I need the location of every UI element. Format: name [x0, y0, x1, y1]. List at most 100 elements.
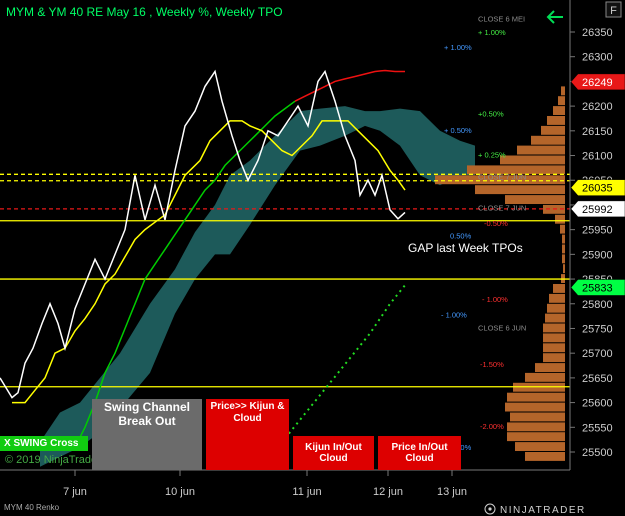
- weekly-level-label: - 1.00%: [441, 311, 467, 320]
- y-tick-label: 25700: [582, 348, 613, 360]
- y-tick-label: 25550: [582, 422, 613, 434]
- y-tick-label: 26300: [582, 52, 613, 64]
- tpo-bar: [563, 264, 565, 274]
- tpo-bar: [541, 125, 565, 135]
- back-arrow-icon[interactable]: [546, 10, 563, 24]
- tpo-bar: [507, 422, 565, 432]
- series-lines: [0, 69, 407, 458]
- f-button[interactable]: F: [605, 1, 622, 18]
- tpo-bar: [510, 412, 565, 422]
- tpo-bar: [517, 145, 565, 155]
- x-axis-ticks: 7 jun 10 jun 11 jun 12 jun 13 jun: [63, 470, 467, 498]
- tpo-bar: [549, 293, 565, 303]
- price-kijun-button[interactable]: Price>> Kijun & Cloud: [206, 399, 289, 470]
- y-tick-label: 25500: [582, 447, 613, 459]
- price-tag-label: 26035: [582, 183, 613, 195]
- tpo-bar: [543, 343, 565, 353]
- weekly-level-label: -2.00%: [480, 422, 504, 431]
- gap-annotation: GAP last Week TPOs: [408, 241, 523, 255]
- tpo-bar: [535, 363, 565, 372]
- tpo-bar: [525, 452, 565, 461]
- y-tick-label: 26350: [582, 27, 613, 39]
- red-line: [294, 69, 405, 102]
- x-tick-label: 7 jun: [63, 486, 87, 498]
- weekly-level-label: + 0.50%: [444, 126, 472, 135]
- tpo-bar: [505, 195, 565, 204]
- tpo-bar: [467, 165, 565, 175]
- kijun-inout-label: Kijun In/Out Cloud: [305, 441, 362, 465]
- swing-channel-button[interactable]: Swing Channel Break Out: [92, 399, 202, 470]
- kijun-inout-button[interactable]: Kijun In/Out Cloud: [293, 436, 374, 470]
- f-button-label: F: [610, 5, 617, 17]
- weekly-level-label: - 1.00%: [482, 295, 508, 304]
- weekly-level-label: CLOSE 7 JUN: [478, 172, 526, 181]
- tpo-bar: [553, 284, 565, 293]
- price-tags: 26249 26035 25992 25833: [570, 73, 625, 296]
- x-swing-cross-button[interactable]: X SWING Cross: [0, 436, 88, 451]
- weekly-level-label: CLOSE 6 JUN: [478, 324, 526, 333]
- tpo-bar: [558, 96, 565, 106]
- y-tick-label: 25600: [582, 398, 613, 410]
- weekly-level-label: -1.50%: [480, 360, 504, 369]
- weekly-level-label: 0.50%: [450, 232, 472, 241]
- tpo-bar: [543, 333, 565, 343]
- weekly-level-label: CLOSE 7 JUN: [478, 203, 526, 212]
- x-tick-label: 10 jun: [165, 486, 195, 498]
- weekly-level-label: + 1.00%: [444, 43, 472, 52]
- tpo-bar: [525, 372, 565, 382]
- tpo-bar: [507, 432, 565, 442]
- tpo-bar: [475, 185, 565, 195]
- y-tick-label: 26200: [582, 101, 613, 113]
- tpo-bar: [547, 303, 565, 313]
- tpo-bar: [553, 106, 565, 115]
- brand-name: NINJATRADER: [500, 505, 586, 516]
- price-tag-box: [570, 73, 625, 91]
- horizontal-levels: [0, 173, 570, 388]
- price-tag-box: [570, 200, 625, 218]
- tpo-bar: [555, 214, 565, 224]
- tpo-bar: [561, 86, 565, 96]
- weekly-level-label: + 1.00%: [478, 28, 506, 37]
- y-tick-label: 26100: [582, 151, 613, 163]
- price-tag-box: [570, 179, 625, 196]
- weekly-level-label: + 0.25%: [478, 151, 506, 160]
- chart-title: MYM & YM 40 RE May 16 , Weekly %, Weekly…: [6, 5, 283, 19]
- weekly-level-label: CLOSE 6 MEI: [478, 15, 525, 24]
- price-tag-label: 25833: [582, 283, 613, 295]
- tpo-bar: [562, 234, 565, 244]
- y-tick-label: 25900: [582, 249, 613, 261]
- tpo-bar: [545, 313, 565, 323]
- y-tick-label: 25950: [582, 225, 613, 237]
- x-tick-label: 12 jun: [373, 486, 403, 498]
- price-kijun-label: Price>> Kijun & Cloud: [210, 401, 285, 424]
- price-tag-label: 25992: [582, 204, 613, 216]
- price-inout-label: Price In/Out Cloud: [391, 441, 448, 465]
- tpo-bar: [515, 442, 565, 451]
- swing-channel-label: Swing Channel Break Out: [103, 400, 190, 428]
- tpo-bar: [507, 392, 565, 402]
- y-tick-label: 25750: [582, 324, 613, 336]
- weekly-level-label: -0.50%: [484, 219, 508, 228]
- price-tag-box: [570, 279, 625, 296]
- y-tick-label: 25800: [582, 299, 613, 311]
- price-inout-button[interactable]: Price In/Out Cloud: [378, 436, 461, 470]
- tpo-bar: [562, 254, 565, 264]
- tpo-bar: [505, 402, 565, 412]
- tpo-bar: [435, 175, 565, 185]
- dotted-trend-line: [269, 283, 407, 458]
- price-tag-label: 26249: [582, 77, 613, 89]
- price-line: [0, 69, 406, 399]
- tpo-profile: [435, 86, 565, 461]
- y-tick-label: 25650: [582, 373, 613, 385]
- tpo-bar: [562, 244, 565, 254]
- tpo-bar: [547, 116, 565, 125]
- tpo-bar: [560, 224, 565, 234]
- x-tick-label: 11 jun: [292, 486, 321, 498]
- instrument-label: MYM 40 Renko: [4, 503, 60, 512]
- tenkan-line: [74, 100, 296, 448]
- kijun-line: [12, 120, 406, 404]
- tpo-bar: [500, 155, 565, 165]
- x-tick-label: 13 jun: [437, 486, 467, 498]
- tpo-bar: [543, 323, 565, 333]
- y-tick-label: 26150: [582, 126, 613, 138]
